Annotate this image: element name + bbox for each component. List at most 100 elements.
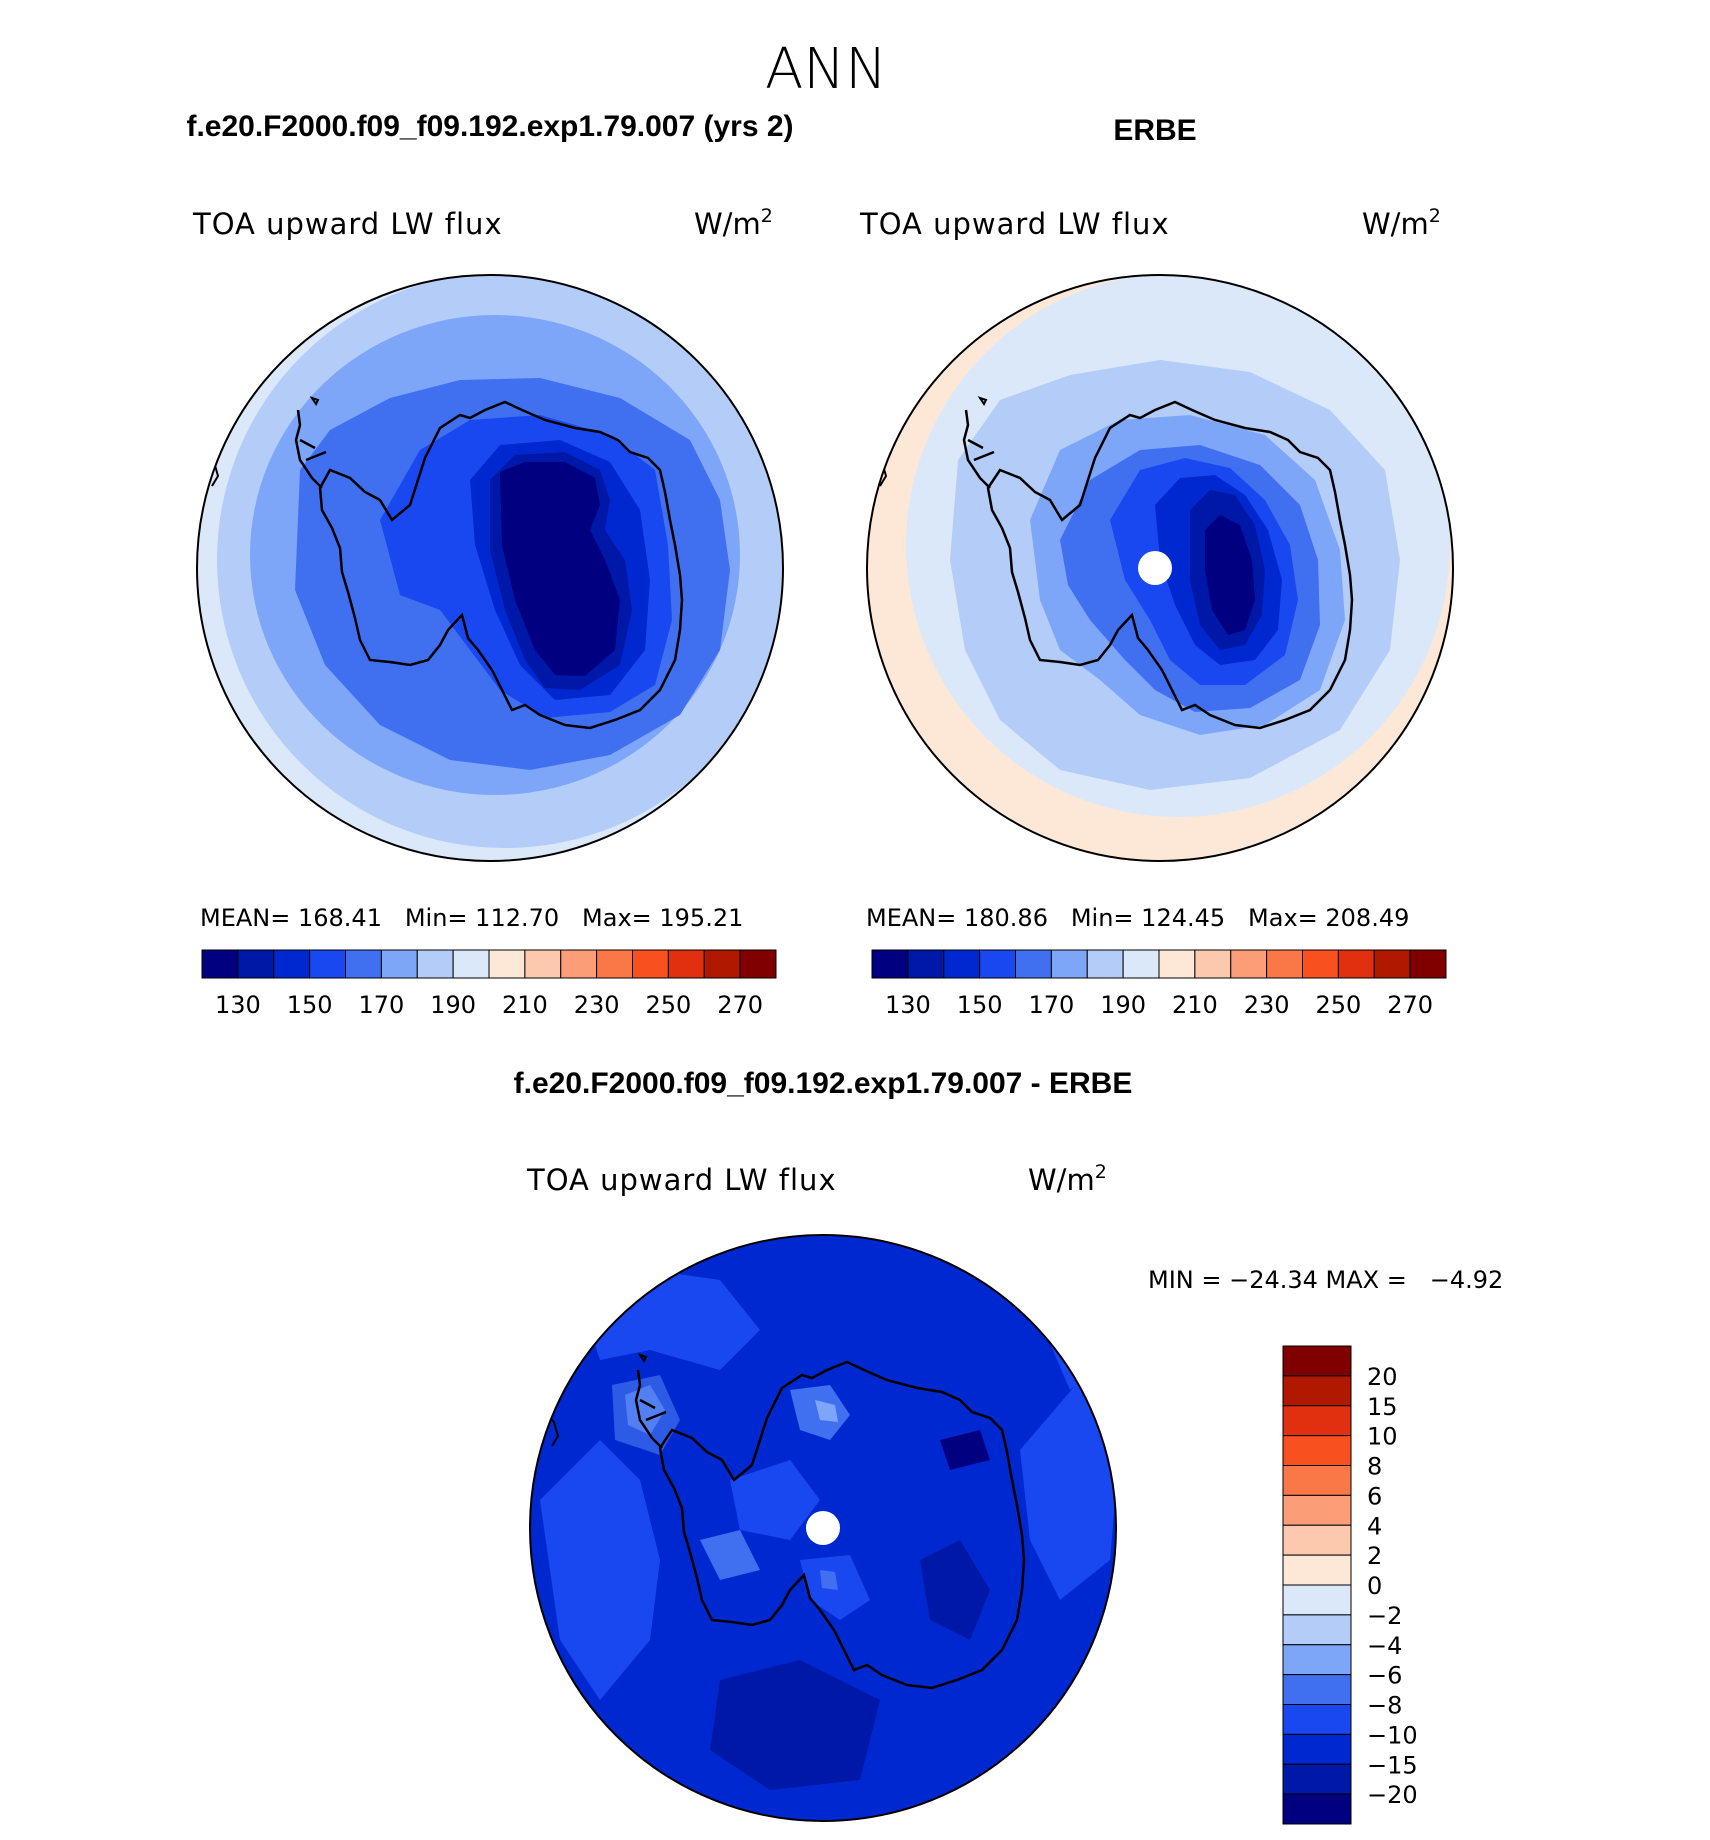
obs-colorbar-labels: 130 150 170 190 210 230 250 270	[885, 991, 1433, 1019]
diff-colorbar-swatch	[1282, 1704, 1352, 1735]
diff-colorbar-swatch	[1282, 1614, 1352, 1646]
model-stats: MEAN= 168.41 Min= 112.70 Max= 195.21	[200, 904, 743, 932]
diff-colorbar-tick-label: 6	[1367, 1482, 1382, 1510]
obs-colorbar-swatch	[1122, 949, 1160, 979]
model-peninsula-coastline	[294, 409, 327, 489]
obs-colorbar-swatch	[1158, 949, 1196, 979]
obs-colorbar-swatch	[1086, 949, 1124, 979]
diff-colorbar-swatch	[1282, 1375, 1352, 1407]
obs-island-1	[977, 396, 988, 406]
model-units-superscript: 2	[761, 205, 773, 227]
diff-colorbar-tick-label: −10	[1367, 1721, 1418, 1749]
model-colorbar-swatch	[201, 949, 239, 979]
obs-stats: MEAN= 180.86 Min= 124.45 Max= 208.49	[866, 904, 1409, 932]
model-field-label: TOA upward LW flux	[192, 207, 503, 241]
diff-colorbar-tick-label: −20	[1367, 1781, 1418, 1809]
model-colorbar-swatch	[739, 949, 777, 979]
obs-units-superscript: 2	[1429, 205, 1441, 227]
obs-colorbar-swatch	[1194, 949, 1232, 979]
model-map-boundary	[196, 274, 784, 862]
obs-colorbar-swatch	[979, 949, 1016, 979]
obs-colorbar-swatch	[943, 949, 981, 979]
diff-units-superscript: 2	[1095, 1161, 1107, 1183]
obs-colorbar-swatch	[1302, 949, 1339, 979]
obs-colorbar-swatch	[871, 949, 909, 979]
diff-colorbar-tick-label: −4	[1367, 1632, 1402, 1660]
model-colorbar-swatch	[380, 949, 418, 979]
model-colorbar-swatch	[703, 949, 741, 979]
obs-colorbar-tick-label: 270	[1387, 991, 1433, 1019]
diff-colorbar-swatch	[1282, 1465, 1352, 1496]
diff-colorbar-tick-label: −6	[1367, 1662, 1402, 1690]
model-colorbar-tick-label: 150	[287, 991, 333, 1019]
diff-region-interior-dark	[940, 1430, 990, 1470]
diff-region-south-dark	[710, 1660, 880, 1790]
diff-colorbar-swatch	[1282, 1674, 1352, 1705]
diff-colorbar-swatch	[1282, 1345, 1352, 1377]
obs-colorbar-swatch	[1050, 949, 1088, 979]
model-colorbar-tick-label: 270	[717, 991, 763, 1019]
diff-colorbar-tick-label: 2	[1367, 1542, 1382, 1570]
diff-colorbar-swatch	[1282, 1524, 1352, 1556]
obs-map	[867, 275, 1453, 861]
diff-colorbar-swatch	[1282, 1494, 1352, 1526]
diff-colorbar	[1282, 1345, 1352, 1825]
diff-colorbar-tick-label: 0	[1367, 1572, 1382, 1600]
diff-field-label: TOA upward LW flux	[526, 1163, 837, 1197]
diff-region-coast-light	[700, 1530, 760, 1580]
model-colorbar	[201, 949, 777, 979]
diff-region-peninsula-mid	[612, 1375, 680, 1455]
diff-region-interior-mid	[730, 1460, 820, 1540]
diff-colorbar-tick-label: 8	[1367, 1453, 1382, 1481]
diff-colorbar-swatch	[1282, 1405, 1352, 1437]
diff-region-north-light-2	[815, 1400, 838, 1422]
model-colorbar-labels: 130 150 170 190 210 230 250 270	[215, 991, 763, 1019]
obs-peninsula-coastline	[962, 409, 995, 489]
obs-colorbar-tick-label: 250	[1315, 991, 1361, 1019]
diff-colorbar-tick-label: −15	[1367, 1751, 1418, 1779]
diff-colorbar-swatch	[1282, 1793, 1352, 1825]
diff-region-east-ocean	[1020, 1380, 1116, 1600]
model-units: W/m2	[694, 205, 773, 241]
obs-colorbar-swatch	[907, 949, 945, 979]
obs-colorbar-swatch	[1409, 949, 1447, 979]
model-contour-band-inner	[500, 462, 620, 676]
obs-colorbar-tick-label: 230	[1244, 991, 1290, 1019]
obs-colorbar-tick-label: 150	[957, 991, 1003, 1019]
model-panel-header: f.e20.F2000.f09_f09.192.exp1.79.007 (yrs…	[186, 110, 793, 143]
figure-title: ANN	[765, 37, 887, 102]
obs-field-label: TOA upward LW flux	[859, 207, 1170, 241]
model-colorbar-tick-label: 170	[358, 991, 404, 1019]
diff-colorbar-swatch	[1282, 1435, 1352, 1466]
model-colorbar-swatch	[488, 949, 526, 979]
model-units-text: W/m	[694, 207, 761, 241]
diff-colorbar-swatch	[1282, 1733, 1352, 1765]
obs-colorbar-tick-label: 170	[1028, 991, 1074, 1019]
diff-peninsula-coastline	[634, 1369, 667, 1449]
diff-colorbar-tick-label: 4	[1367, 1512, 1382, 1540]
obs-colorbar-swatch	[1337, 949, 1375, 979]
obs-colorbar-swatch	[1015, 949, 1052, 979]
diff-colorbar-swatch	[1282, 1644, 1352, 1676]
diff-colorbar-tick-label: 10	[1367, 1423, 1398, 1451]
model-colorbar-swatch	[237, 949, 275, 979]
model-island-1	[309, 396, 320, 406]
diff-colorbar-tick-label: 20	[1367, 1363, 1398, 1391]
diff-region-west-ocean	[540, 1440, 660, 1700]
diff-region-interior-dark-2	[920, 1540, 990, 1640]
diff-colorbar-swatch	[1282, 1584, 1352, 1616]
obs-units: W/m2	[1362, 205, 1441, 241]
diff-map-boundary	[529, 1234, 1117, 1822]
diff-colorbar-tick-label: −8	[1367, 1692, 1402, 1720]
diff-colorbar-tick-label: 15	[1367, 1393, 1398, 1421]
diff-units-text: W/m	[1028, 1163, 1095, 1197]
obs-colorbar-swatch	[1373, 949, 1411, 979]
obs-colorbar-tick-label: 130	[885, 991, 931, 1019]
model-colorbar-swatch	[596, 949, 633, 979]
obs-pole-hole	[1138, 551, 1172, 585]
model-colorbar-swatch	[309, 949, 346, 979]
diff-island-1	[637, 1353, 648, 1363]
model-colorbar-swatch	[524, 949, 562, 979]
